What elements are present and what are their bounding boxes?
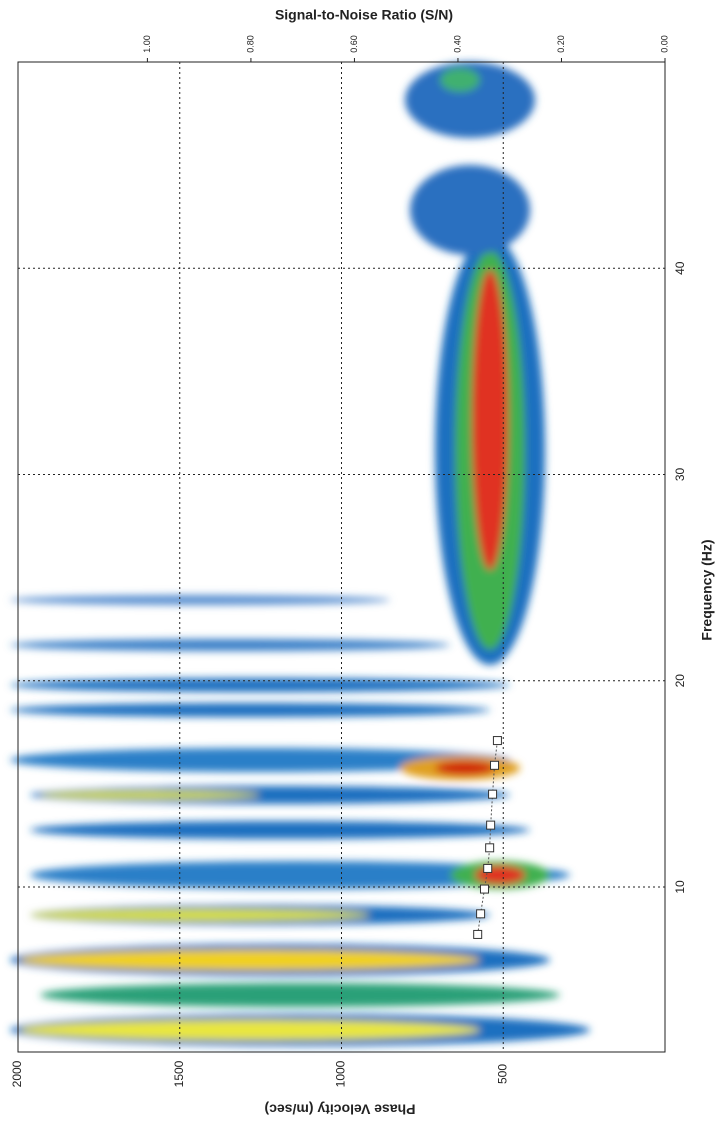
pick-point — [486, 820, 496, 830]
x-tick-label: 40 — [673, 261, 687, 275]
y-tick-label: 2000 — [10, 1060, 24, 1087]
pick-point — [483, 863, 493, 873]
y-tick-label: 1000 — [334, 1060, 348, 1087]
y2-tick-label: 0.00 — [659, 35, 669, 53]
y-tick-label: 1500 — [172, 1060, 186, 1087]
y2-tick-label: 0.60 — [349, 35, 359, 53]
y-tick-label: 500 — [495, 1064, 509, 1084]
y-axis-title: Phase Velocity (m/sec) — [265, 1101, 416, 1117]
pick-point — [488, 789, 498, 799]
x-tick-label: 30 — [673, 468, 687, 482]
x-tick-label: 20 — [673, 674, 687, 688]
pick-point — [479, 884, 489, 894]
pick-line — [477, 740, 498, 935]
y2-tick-label: 1.00 — [142, 35, 152, 53]
y2-tick-label: 0.40 — [452, 35, 462, 53]
pick-point — [492, 736, 502, 746]
pick-point — [473, 929, 483, 939]
x-axis-title: Frequency (Hz) — [699, 539, 715, 640]
top-axis-title: Signal-to-Noise Ratio (S/N) — [275, 7, 453, 23]
x-tick-label: 10 — [673, 880, 687, 894]
pick-point — [485, 843, 495, 853]
energy-map — [10, 62, 590, 1046]
pick-point — [476, 909, 486, 919]
y2-tick-label: 0.80 — [245, 35, 255, 53]
pick-point — [490, 760, 500, 770]
y2-tick-label: 0.20 — [556, 35, 566, 53]
